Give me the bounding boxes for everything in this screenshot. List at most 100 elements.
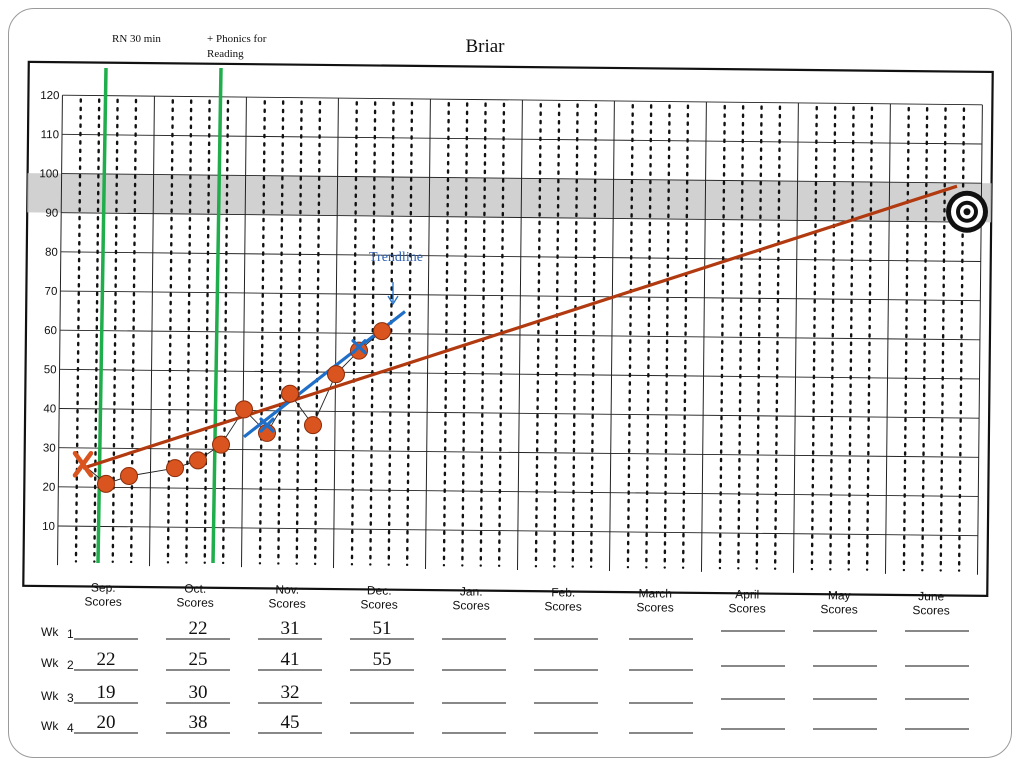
dotted-day-column bbox=[847, 106, 855, 571]
phase-change-line bbox=[211, 67, 223, 564]
y-tick-label: 40 bbox=[43, 403, 56, 415]
y-tick-label: 30 bbox=[43, 443, 56, 455]
week-label: Wk bbox=[41, 689, 59, 703]
month-divider bbox=[608, 100, 615, 571]
month-label: Scores bbox=[452, 598, 490, 612]
dotted-day-column bbox=[902, 106, 910, 572]
dotted-day-column bbox=[553, 103, 561, 568]
data-point bbox=[327, 365, 345, 384]
month-divider bbox=[516, 100, 523, 570]
month-label: Scores bbox=[360, 597, 398, 611]
month-divider bbox=[241, 97, 247, 568]
data-point bbox=[166, 459, 184, 478]
data-point bbox=[304, 416, 322, 435]
week-label: Wk bbox=[41, 656, 59, 670]
dotted-day-column bbox=[129, 98, 138, 564]
month-label: Feb. bbox=[551, 585, 575, 599]
data-connector-line bbox=[82, 330, 383, 485]
score-value: 32 bbox=[281, 682, 300, 703]
month-divider bbox=[424, 99, 431, 570]
month-label: Scores bbox=[84, 594, 122, 608]
month-label: Jan. bbox=[460, 584, 483, 598]
dotted-day-column bbox=[461, 102, 469, 567]
trend-x-mark bbox=[351, 339, 367, 355]
score-value: 38 bbox=[189, 712, 208, 733]
data-point bbox=[120, 467, 138, 485]
month-label: Scores bbox=[636, 600, 674, 614]
y-tick-label: 120 bbox=[40, 90, 59, 102]
dotted-day-column bbox=[258, 100, 266, 565]
score-value: 30 bbox=[189, 682, 208, 703]
dotted-day-column bbox=[681, 104, 690, 569]
score-value: 55 bbox=[373, 649, 392, 670]
y-tick-label: 50 bbox=[44, 364, 57, 376]
dotted-day-column bbox=[571, 103, 579, 568]
month-divider bbox=[884, 103, 891, 574]
dotted-day-column bbox=[387, 101, 395, 566]
score-value: 25 bbox=[189, 649, 208, 670]
data-point bbox=[350, 341, 368, 360]
y-tick-label: 10 bbox=[42, 521, 55, 533]
annotation-arrow-head bbox=[387, 295, 399, 306]
dotted-day-column bbox=[810, 105, 818, 571]
month-label: May bbox=[828, 588, 851, 602]
score-value: 20 bbox=[97, 712, 116, 733]
score-value: 22 bbox=[189, 618, 208, 639]
data-point bbox=[97, 474, 115, 493]
slide-frame bbox=[8, 8, 1012, 758]
month-divider bbox=[332, 98, 339, 569]
dotted-day-column bbox=[626, 103, 634, 569]
month-label: Scores bbox=[176, 595, 214, 609]
dotted-day-column bbox=[369, 101, 377, 566]
month-divider bbox=[149, 96, 155, 567]
score-value: 19 bbox=[97, 682, 116, 703]
week-label: 3 bbox=[67, 691, 74, 705]
week-label: 1 bbox=[67, 627, 74, 641]
dotted-day-column bbox=[921, 107, 929, 572]
week-label: Wk bbox=[41, 719, 59, 733]
month-label: Scores bbox=[728, 601, 766, 615]
dotted-day-column bbox=[829, 106, 837, 571]
month-label: Scores bbox=[268, 596, 306, 610]
dotted-day-column bbox=[755, 105, 763, 570]
dotted-day-column bbox=[479, 102, 487, 567]
month-label: April bbox=[735, 587, 759, 601]
y-tick-label: 110 bbox=[41, 129, 59, 141]
goal-target-center bbox=[963, 208, 971, 216]
month-label: Scores bbox=[912, 603, 950, 617]
y-tick-label: 100 bbox=[39, 168, 58, 180]
score-value: 22 bbox=[97, 649, 116, 670]
score-value: 31 bbox=[281, 618, 300, 639]
trendline-annotation: Trendline bbox=[369, 250, 423, 265]
y-tick-label: 70 bbox=[45, 286, 58, 298]
y-tick-label: 90 bbox=[45, 208, 58, 220]
dotted-day-column bbox=[405, 101, 414, 567]
month-divider bbox=[792, 102, 799, 573]
dotted-day-column bbox=[185, 99, 193, 564]
dotted-day-column bbox=[111, 98, 119, 563]
goal-band bbox=[27, 173, 992, 223]
dotted-day-column bbox=[957, 107, 966, 572]
month-label: Oct. bbox=[184, 581, 206, 595]
dotted-day-column bbox=[295, 100, 303, 565]
data-point bbox=[281, 384, 299, 403]
slide-title: Briar bbox=[465, 36, 505, 57]
y-tick-label: 20 bbox=[42, 482, 55, 494]
data-point bbox=[212, 435, 230, 454]
dotted-day-column bbox=[442, 102, 450, 567]
dotted-day-column bbox=[773, 105, 782, 570]
dotted-day-column bbox=[74, 98, 82, 563]
data-point bbox=[235, 400, 253, 419]
phase-note-phonics: + Phonics for Reading bbox=[207, 33, 267, 60]
dotted-day-column bbox=[865, 106, 874, 571]
aimline bbox=[82, 184, 958, 470]
baseline-x-mark bbox=[72, 451, 94, 478]
score-value: 41 bbox=[281, 649, 300, 670]
data-point bbox=[189, 451, 207, 470]
chart-plot-group: 102030405060708090100110120Sep.ScoresOct… bbox=[22, 60, 994, 618]
dotted-day-column bbox=[718, 104, 726, 570]
dotted-day-column bbox=[589, 103, 598, 568]
month-divider bbox=[700, 101, 707, 572]
dotted-day-column bbox=[93, 98, 101, 563]
